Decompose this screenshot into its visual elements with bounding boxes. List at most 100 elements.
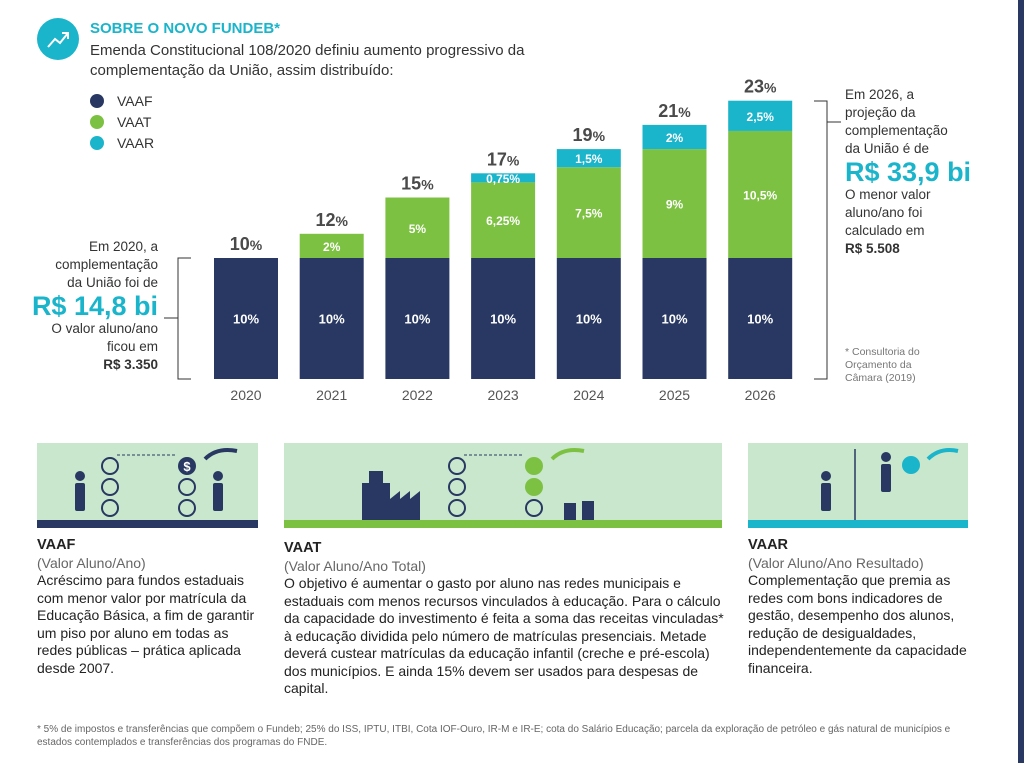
trending-up-icon [37, 18, 79, 60]
x-tick-label: 2021 [316, 387, 347, 403]
note-text: complementação [845, 123, 948, 138]
value-2026: R$ 5.508 [845, 241, 900, 256]
bar-segment-vaaf-2022 [385, 258, 450, 379]
bar-segment-vaaf-2026 [728, 258, 793, 379]
chart-legend: VAAF VAAT VAAR [90, 90, 154, 153]
legend-dot [90, 114, 104, 129]
note-text: O menor valor [845, 187, 931, 202]
data-label: 10,5% [743, 188, 777, 202]
data-label: 2% [323, 240, 341, 254]
vaar-text: Complementação que premia as redes com b… [748, 572, 967, 676]
note-text: da União é de [845, 141, 930, 156]
bar-segment-vaar-2025 [642, 124, 707, 150]
note-text: calculado em [845, 223, 925, 238]
vaar-subtitle: (Valor Aluno/Ano Resultado) [748, 554, 924, 571]
data-label: 2% [666, 131, 684, 145]
vaat-title: VAAT [284, 540, 322, 556]
data-label: 5% [409, 222, 427, 236]
bar-segment-vaat-2022 [385, 197, 450, 258]
right-edge-bar [1018, 0, 1024, 763]
total-label: 21% [658, 101, 691, 121]
legend-item-vaat: VAAT [90, 111, 154, 132]
bar-segment-vaat-2023 [471, 182, 536, 258]
floor-bar [284, 520, 722, 528]
data-label: 10% [661, 312, 687, 327]
data-label: 10% [576, 312, 602, 327]
students-coins-icon: $ [75, 448, 238, 517]
x-tick-label: 2025 [659, 387, 690, 403]
note-text: da União foi de [67, 275, 158, 290]
legend-label: VAAT [117, 113, 152, 130]
vaaf-title: VAAF [37, 537, 76, 553]
bar-segment-vaar-2023 [471, 173, 536, 183]
total-label: 12% [315, 210, 348, 230]
note-text: projeção da [845, 105, 916, 120]
bar-segment-vaat-2024 [556, 167, 621, 258]
data-label: 10% [747, 312, 773, 327]
data-label: 1,5% [575, 152, 603, 166]
note-text: ficou em [106, 339, 158, 354]
note-text: complementação [55, 257, 158, 272]
note-text: aluno/ano foi [845, 205, 923, 220]
legend-dot [90, 135, 104, 150]
legend-item-vaar: VAAR [90, 132, 154, 153]
vaar-description: VAAR (Valor Aluno/Ano Resultado) Complem… [748, 537, 973, 677]
note-text: Em 2026, a [845, 87, 915, 102]
total-label: 19% [573, 125, 606, 145]
data-label: 6,25% [486, 214, 520, 228]
note-text: Em 2020, a [88, 239, 158, 254]
bar-segment-vaat-2026 [728, 130, 793, 258]
data-label: 10% [319, 312, 345, 327]
vaar-title: VAAR [748, 537, 789, 553]
bar-segment-vaaf-2025 [642, 258, 707, 379]
data-label: 7,5% [575, 207, 603, 221]
bar-segment-vaaf-2021 [299, 258, 364, 379]
note-text: O valor aluno/ano [51, 321, 158, 336]
vaaf-description: VAAF (Valor Aluno/Ano) Acréscimo para fu… [37, 537, 262, 677]
data-label: 2,5% [747, 110, 775, 124]
bar-segment-vaaf-2023 [471, 258, 536, 379]
total-label: 15% [401, 174, 434, 194]
value-2020: R$ 3.350 [103, 357, 158, 372]
total-label: 23% [744, 77, 777, 97]
x-tick-label: 2023 [488, 387, 519, 403]
stacked-bar-chart: 10% 10% 2020 10% 2% 12% 2021 10% 5% 15% 2022 10% 6,2… [164, 77, 841, 403]
vaaf-text: Acréscimo para fundos estaduais com meno… [37, 572, 255, 676]
x-tick-label: 2020 [230, 387, 261, 403]
vaaf-subtitle: (Valor Aluno/Ano) [37, 554, 146, 571]
vaaf-illustration: $ [37, 443, 258, 528]
data-label: 10% [404, 312, 430, 327]
right-note: Em 2026, a projeção da complementação da… [845, 86, 985, 258]
bar-segment-vaar-2026 [728, 100, 793, 131]
left-bracket [177, 257, 191, 380]
floor-bar [748, 520, 968, 528]
source-note: * Consultoria do Orçamento da Câmara (20… [845, 346, 920, 384]
city-coins-icon [362, 448, 594, 521]
section-title: SOBRE O NOVO FUNDEB* [90, 20, 281, 37]
footnote: * 5% de impostos e transferências que co… [37, 724, 951, 748]
data-label: 10% [490, 312, 516, 327]
svg-text:$: $ [183, 459, 191, 474]
amount-2020: R$ 14,8 bi [31, 291, 158, 321]
bar-segment-vaaf-2024 [556, 258, 621, 379]
total-label: 17% [487, 149, 520, 169]
vaat-subtitle: (Valor Aluno/Ano Total) [284, 557, 426, 574]
floor-bar [37, 520, 258, 528]
bar-segment-vaar-2024 [556, 149, 621, 168]
bar-segment-vaat-2021 [299, 233, 364, 258]
data-label: 9% [666, 198, 684, 212]
data-label: 0,75% [486, 172, 520, 186]
left-note: Em 2020, a complementação da União foi d… [25, 238, 158, 374]
legend-dot [90, 93, 104, 108]
x-tick-label: 2024 [573, 387, 604, 403]
vaar-illustration [748, 443, 968, 528]
section-subtitle: Emenda Constitucional 108/2020 definiu a… [90, 42, 525, 79]
x-tick-label: 2022 [402, 387, 433, 403]
legend-item-vaaf: VAAF [90, 90, 154, 111]
legend-label: VAAF [117, 92, 153, 109]
legend-label: VAAR [117, 134, 155, 151]
bar-segment-vaat-2025 [642, 149, 707, 258]
data-label: 10% [233, 312, 259, 327]
vaat-description: VAAT (Valor Aluno/Ano Total) O objetivo … [284, 540, 729, 698]
vaat-text: O objetivo é aumentar o gasto por aluno … [284, 575, 724, 696]
